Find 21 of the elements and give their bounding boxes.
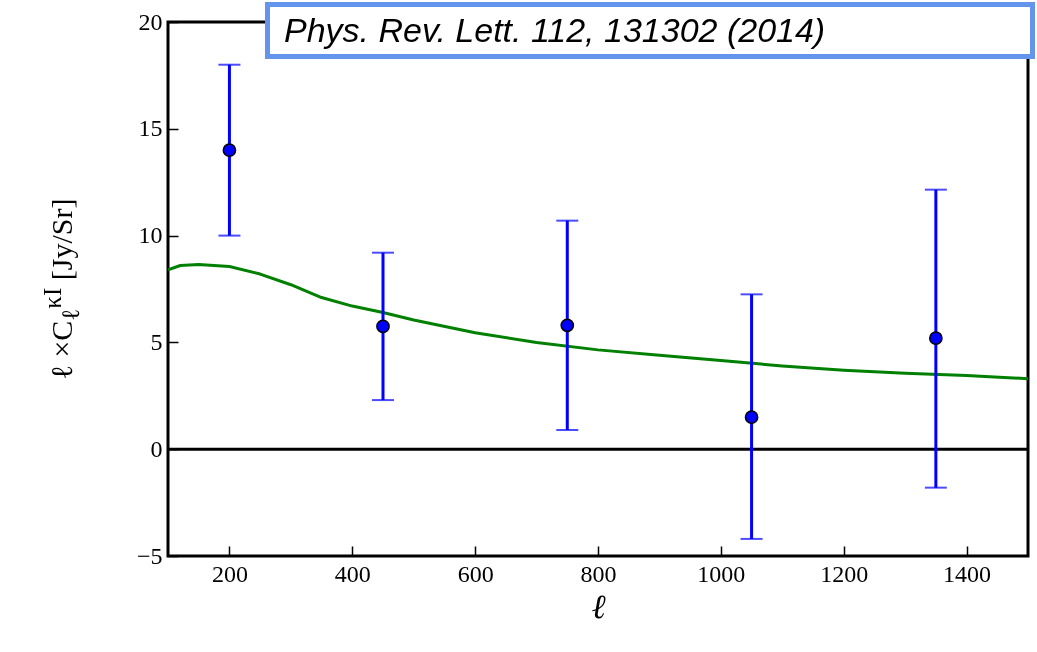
y-tick-label: 5: [150, 328, 163, 355]
y-tick-label: 10: [138, 222, 163, 249]
point: [222, 143, 237, 158]
x-tick-label: 1000: [697, 560, 746, 587]
x-axis-title: ℓ: [591, 587, 606, 625]
x-tick-label: 1200: [820, 560, 869, 587]
x-tick-label: 400: [334, 560, 371, 587]
point: [744, 410, 759, 425]
x-tick-label: 200: [211, 560, 248, 587]
y-tick-label: 20: [138, 8, 163, 35]
y-tick-label: 0: [150, 435, 163, 462]
x-tick-label: 600: [457, 560, 494, 587]
x-tick-label: 1400: [943, 560, 992, 587]
x-tick-label: 800: [580, 560, 617, 587]
point: [560, 318, 575, 333]
point: [928, 331, 943, 345]
y-tick-label: −5: [136, 542, 163, 569]
y-tick-label: 15: [138, 115, 163, 142]
point: [376, 319, 390, 334]
line-series: [168, 262, 1028, 381]
note-box: Phys. Rev. Lett. 112, 131302 (2014): [265, 2, 1035, 59]
